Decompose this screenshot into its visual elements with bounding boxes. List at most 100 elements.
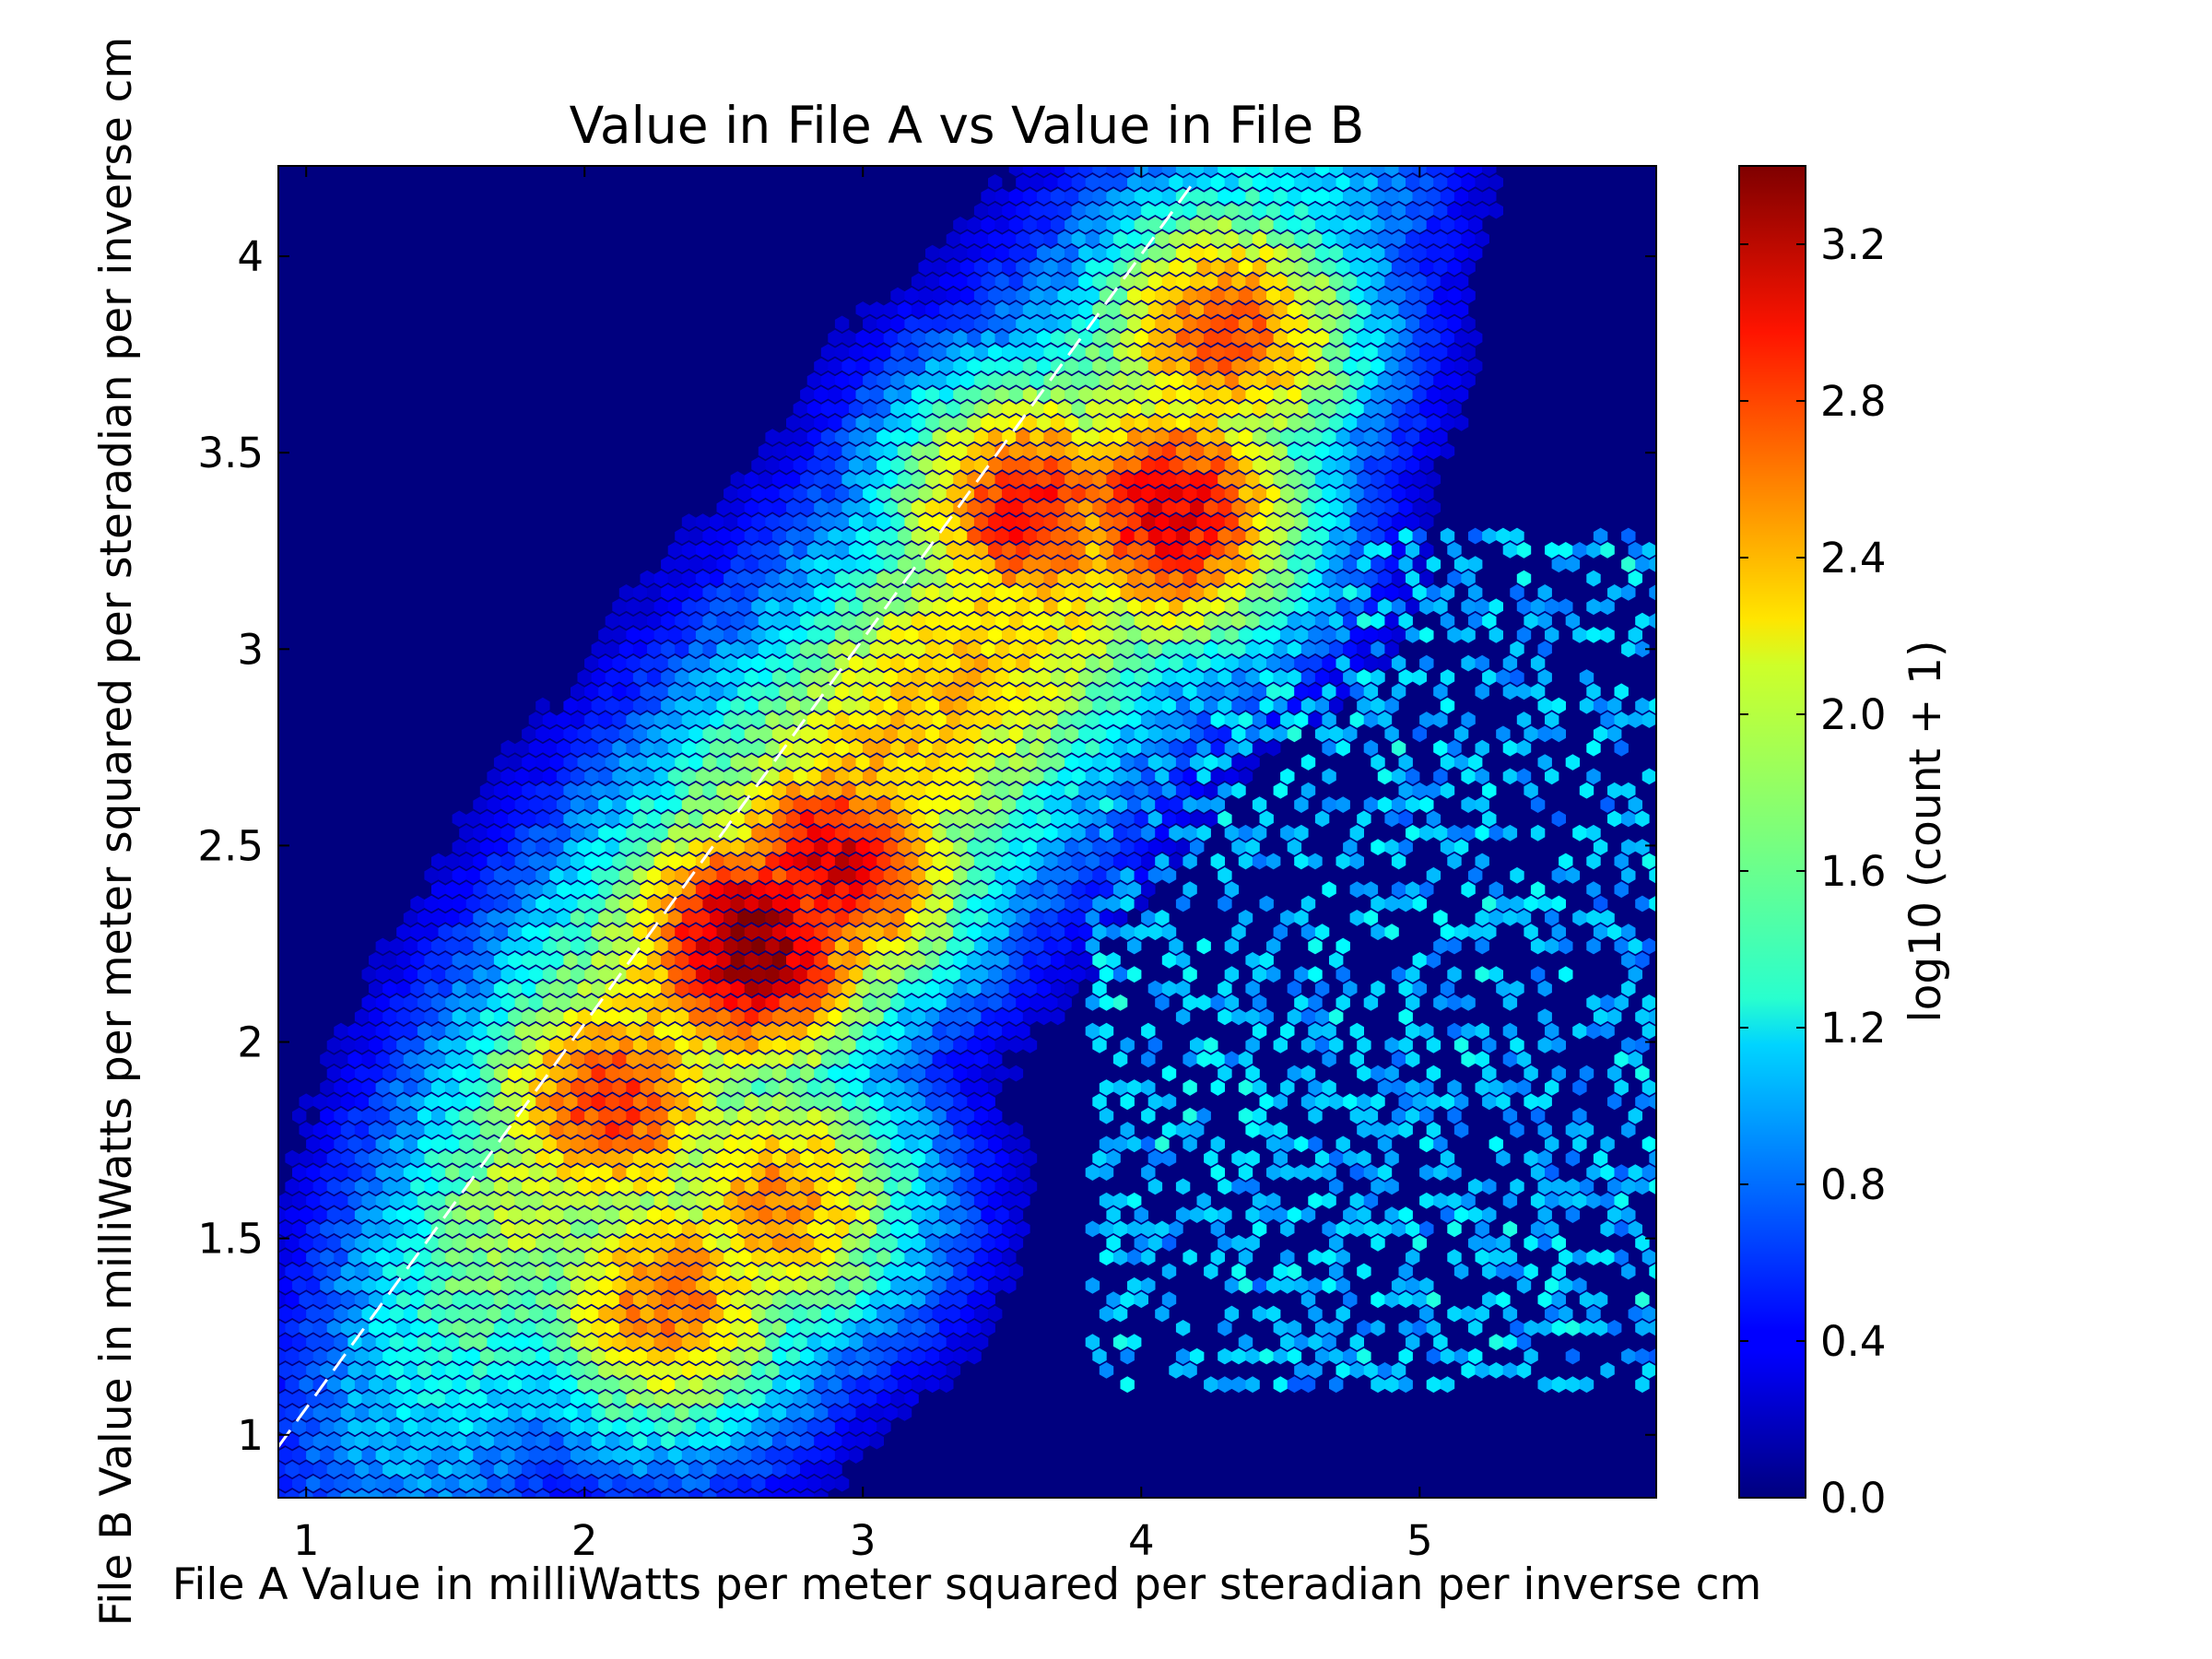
hexbin-cell xyxy=(1218,980,1232,997)
hexbin-cell xyxy=(1071,570,1086,587)
hexbin-cell xyxy=(396,1065,411,1082)
hexbin-cell xyxy=(1112,881,1128,899)
hexbin-cell xyxy=(675,697,689,714)
hexbin-cell xyxy=(1099,627,1114,643)
hexbin-cell xyxy=(445,1164,460,1181)
hexbin-cell xyxy=(1127,937,1142,955)
hexbin-cell xyxy=(1335,654,1350,672)
hexbin-cell xyxy=(1134,669,1148,686)
hexbin-cell xyxy=(1329,1037,1344,1053)
hexbin-cell xyxy=(528,966,544,983)
hexbin-cell xyxy=(1134,442,1148,460)
hexbin-cell xyxy=(716,754,731,771)
hexbin-cell xyxy=(1016,1220,1030,1238)
hexbin-cell xyxy=(716,641,731,658)
hexbin-cell xyxy=(1182,456,1197,474)
hexbin-cell xyxy=(1461,1022,1476,1040)
hexbin-cell xyxy=(1008,442,1024,460)
hexbin-cell xyxy=(779,542,794,559)
hexbin-cell xyxy=(452,1093,466,1111)
hexbin-cell xyxy=(577,1291,592,1309)
hexbin-cell xyxy=(946,542,961,559)
hexbin-cell xyxy=(445,966,460,983)
hexbin-cell xyxy=(800,754,815,771)
hexbin-cell xyxy=(1043,598,1058,616)
hexbin-cell xyxy=(1565,1376,1581,1394)
hexbin-cell xyxy=(571,1362,585,1379)
hexbin-cell xyxy=(1586,1022,1601,1040)
hexbin-cell xyxy=(779,1475,794,1492)
hexbin-cell xyxy=(431,881,446,899)
hexbin-cell xyxy=(793,429,807,445)
hexbin-cell xyxy=(1182,485,1197,502)
hexbin-cell xyxy=(688,924,703,941)
hexbin-cell xyxy=(702,782,717,799)
hexbin-cell xyxy=(730,952,745,969)
hexbin-cell xyxy=(584,1022,599,1040)
hexbin-cell xyxy=(1169,456,1183,474)
hexbin-cell xyxy=(918,400,933,418)
hexbin-cell xyxy=(571,1192,585,1209)
hexbin-cell xyxy=(1530,598,1546,616)
hexbin-cell xyxy=(883,1178,899,1195)
hexbin-cell xyxy=(988,910,1003,926)
hexbin-cell xyxy=(618,1263,634,1280)
hexbin-cell xyxy=(285,1178,300,1195)
hexbin-cell xyxy=(1196,570,1211,587)
hexbin-cell xyxy=(904,739,919,757)
hexbin-cell xyxy=(1406,796,1420,813)
hexbin-cell xyxy=(1155,627,1170,643)
hexbin-cell xyxy=(1461,994,1476,1011)
hexbin-cell xyxy=(347,1362,362,1379)
hexbin-cell xyxy=(1412,669,1427,686)
hexbin-cell xyxy=(1182,768,1197,785)
hexbin-cell xyxy=(1329,414,1344,431)
hexbin-cell xyxy=(800,499,815,516)
hexbin-cell xyxy=(953,612,968,629)
hexbin-cell xyxy=(493,1037,509,1053)
hexbin-cell xyxy=(1398,442,1413,460)
hexbin-cell xyxy=(793,513,807,531)
hexbin-cell xyxy=(1440,839,1455,855)
hexbin-cell xyxy=(1106,1291,1121,1309)
hexbin-cell xyxy=(1349,1164,1364,1181)
hexbin-cell xyxy=(959,824,975,841)
hexbin-cell xyxy=(702,1489,717,1498)
hexbin-cell xyxy=(1335,570,1350,587)
hexbin-cell xyxy=(716,1376,731,1394)
hexbin-cell xyxy=(1134,782,1148,799)
hexbin-cell xyxy=(869,1093,884,1111)
hexbin-cell xyxy=(522,895,536,912)
hexbin-cell xyxy=(1300,471,1316,488)
hexbin-cell xyxy=(981,556,995,573)
hexbin-cell xyxy=(737,1418,752,1436)
hexbin-cell xyxy=(828,1234,842,1252)
hexbin-cell xyxy=(577,1122,592,1138)
hexbin-cell xyxy=(959,1249,975,1265)
hexbin-cell xyxy=(1510,1037,1524,1053)
hexbin-cell xyxy=(1147,612,1163,629)
hexbin-cell xyxy=(612,654,627,672)
hexbin-cell xyxy=(737,910,752,926)
hexbin-cell xyxy=(522,1347,536,1365)
hexbin-cell xyxy=(1384,442,1399,460)
hexbin-cell xyxy=(1294,570,1309,587)
hexbin-cell xyxy=(981,866,995,884)
hexbin-cell xyxy=(1016,966,1030,983)
hexbin-cell xyxy=(1175,471,1191,488)
hexbin-cell xyxy=(765,1447,780,1464)
hexbin-cell xyxy=(1419,712,1434,728)
hexbin-cell xyxy=(473,1022,488,1040)
hexbin-cell xyxy=(828,697,842,714)
hexbin-cell xyxy=(911,895,926,912)
hexbin-cell xyxy=(1127,1135,1142,1153)
hexbin-cell xyxy=(702,1234,717,1252)
hexbin-cell xyxy=(626,654,641,672)
hexbin-cell xyxy=(1614,881,1629,899)
hexbin-cell xyxy=(932,1249,947,1265)
hexbin-cell xyxy=(834,712,850,728)
hexbin-cell xyxy=(661,584,676,601)
hexbin-cell xyxy=(681,1475,697,1492)
hexbin-cell xyxy=(1635,612,1650,629)
hexbin-cell xyxy=(1085,513,1100,531)
